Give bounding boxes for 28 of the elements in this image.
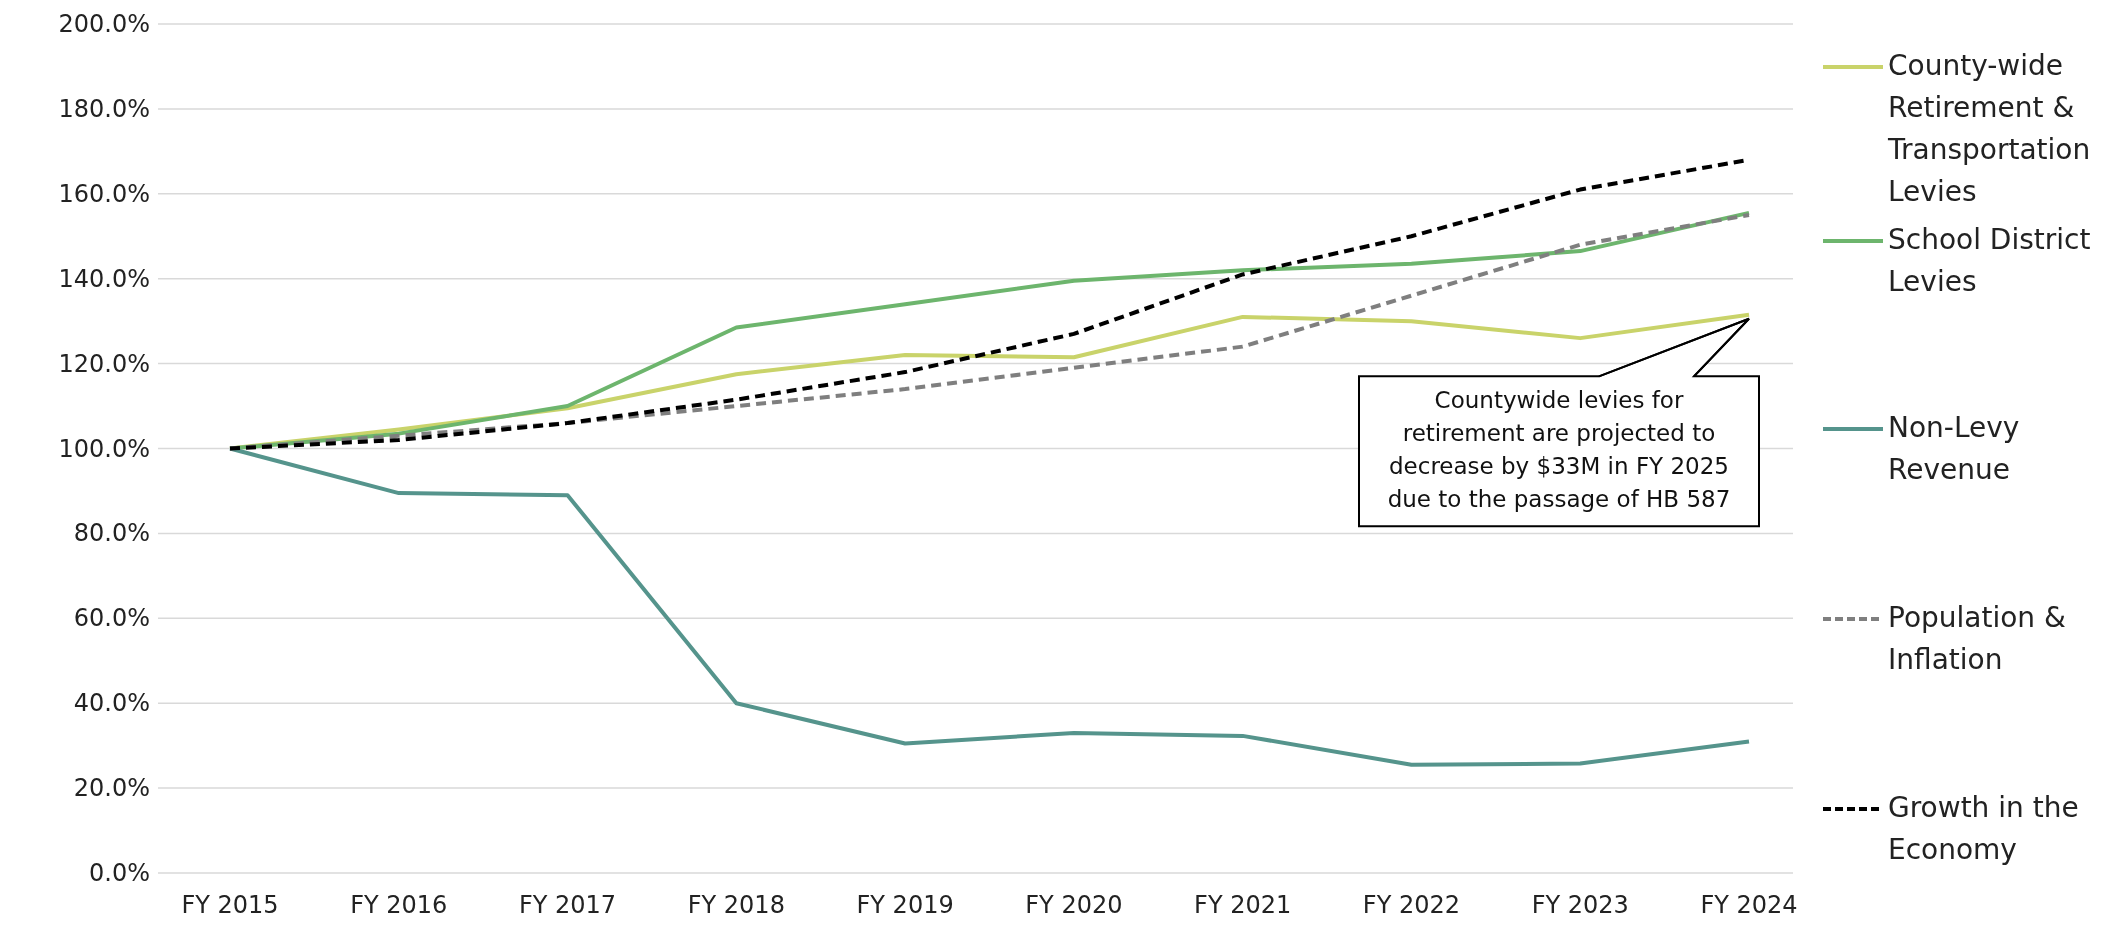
x-tick-label: FY 2022 [1362,891,1461,919]
y-tick-label: 180.0% [58,94,150,123]
x-tick-label: FY 2019 [856,891,954,919]
annotation: Countywide levies for retirement are projected to decrease by $33M in FY 2025 due to the passage of HB 587 [1387,387,1731,513]
legend-label: Population & Inflation [1888,601,2066,676]
x-tick-label: FY 2016 [350,891,448,919]
y-tick-label: 160.0% [58,179,150,208]
legend-label: Growth in the Economy [1888,791,2079,866]
legend-label: County-wide Retirement & Transportation Levies [1887,49,2091,208]
x-tick-label: FY 2023 [1531,891,1629,919]
x-tick-label: FY 2015 [181,891,279,919]
y-tick-label: 0.0% [89,859,150,887]
y-tick-label: 20.0% [73,774,150,803]
x-tick-label: FY 2021 [1194,891,1292,919]
y-tick-label: 40.0% [73,689,150,718]
x-tick-label: FY 2017 [518,891,617,919]
y-tick-label: 200.0% [58,10,150,38]
x-tick-label: FY 2020 [1025,891,1123,919]
x-tick-label: FY 2018 [687,891,785,919]
x-tick-label: FY 2024 [1700,891,1798,919]
legend-label: Non-Levy Revenue [1888,411,2020,486]
line-series [228,446,1751,767]
y-tick-label: 120.0% [58,349,150,378]
legend-label: School District Levies [1888,223,2091,298]
y-tick-label: 140.0% [58,264,150,293]
y-tick-label: 80.0% [73,519,150,548]
y-tick-label: 100.0% [58,434,150,463]
y-tick-label: 60.0% [73,604,150,633]
